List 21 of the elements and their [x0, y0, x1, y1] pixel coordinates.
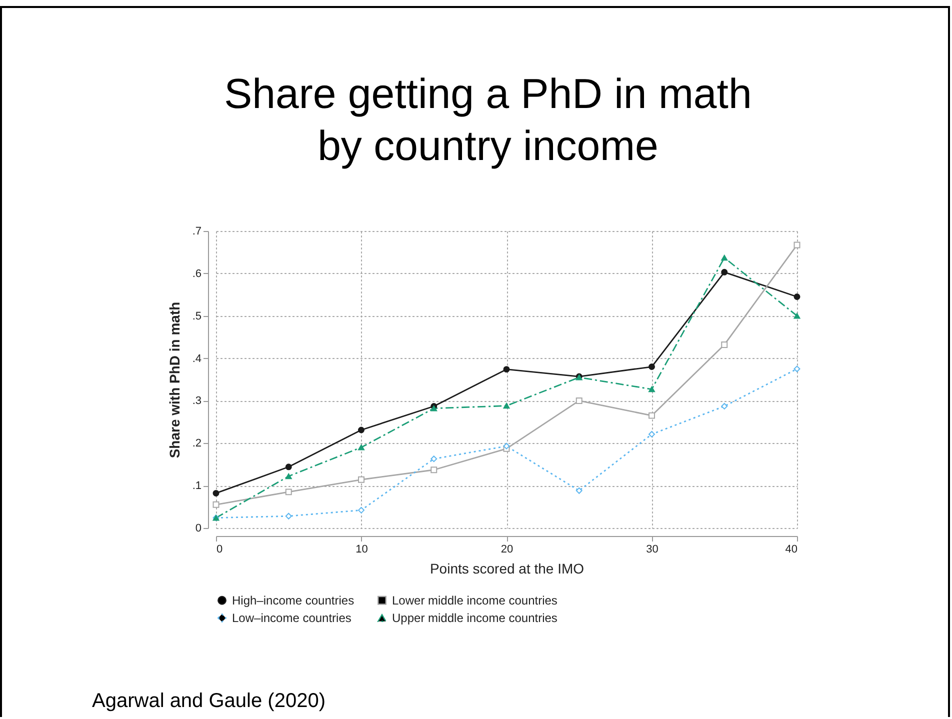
x-axis-title: Points scored at the IMO — [430, 560, 584, 576]
legend-label: Upper middle income countries — [392, 611, 558, 625]
x-tick-label: 20 — [500, 544, 514, 556]
x-tick-label: 10 — [356, 544, 368, 556]
y-tick-label: 0 — [195, 522, 202, 534]
text: Agarwal and Gaule (2020) — [92, 690, 326, 713]
chart-title: Share getting a PhD in math by country income — [223, 69, 753, 171]
y-tick-label: .5 — [192, 310, 202, 322]
legend-label: Low–income countries — [232, 611, 352, 625]
y-tick-label: .2 — [192, 438, 202, 450]
x-tick-label: 0 — [216, 544, 223, 556]
y-tick-label: .6 — [192, 268, 202, 280]
y-tick-label: .4 — [192, 352, 202, 365]
y-tick-label: .3 — [192, 395, 202, 408]
x-tick-label: 30 — [646, 544, 658, 556]
y-tick-label: .1 — [192, 480, 202, 492]
y-axis-title: Share with PhD in math — [166, 302, 182, 458]
x-tick-label: 40 — [785, 544, 798, 556]
legend-label: High–income countries — [232, 593, 354, 608]
y-tick-label: .7 — [192, 226, 202, 238]
legend-label: Lower middle income countries — [392, 593, 558, 608]
